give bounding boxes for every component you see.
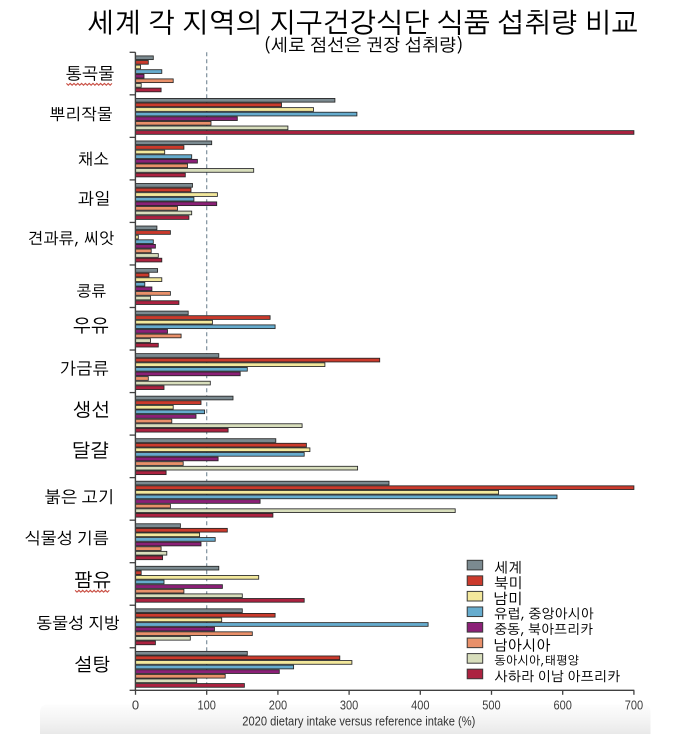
svg-text:2020 dietary intake versus ref: 2020 dietary intake versus reference int… <box>242 713 475 728</box>
svg-text:600: 600 <box>554 698 572 713</box>
svg-text:100: 100 <box>198 698 216 713</box>
svg-text:300: 300 <box>340 698 358 713</box>
svg-text:500: 500 <box>482 698 500 713</box>
svg-text:700: 700 <box>625 698 643 713</box>
svg-text:0: 0 <box>132 698 139 713</box>
svg-text:400: 400 <box>411 698 429 713</box>
svg-text:200: 200 <box>269 698 287 713</box>
